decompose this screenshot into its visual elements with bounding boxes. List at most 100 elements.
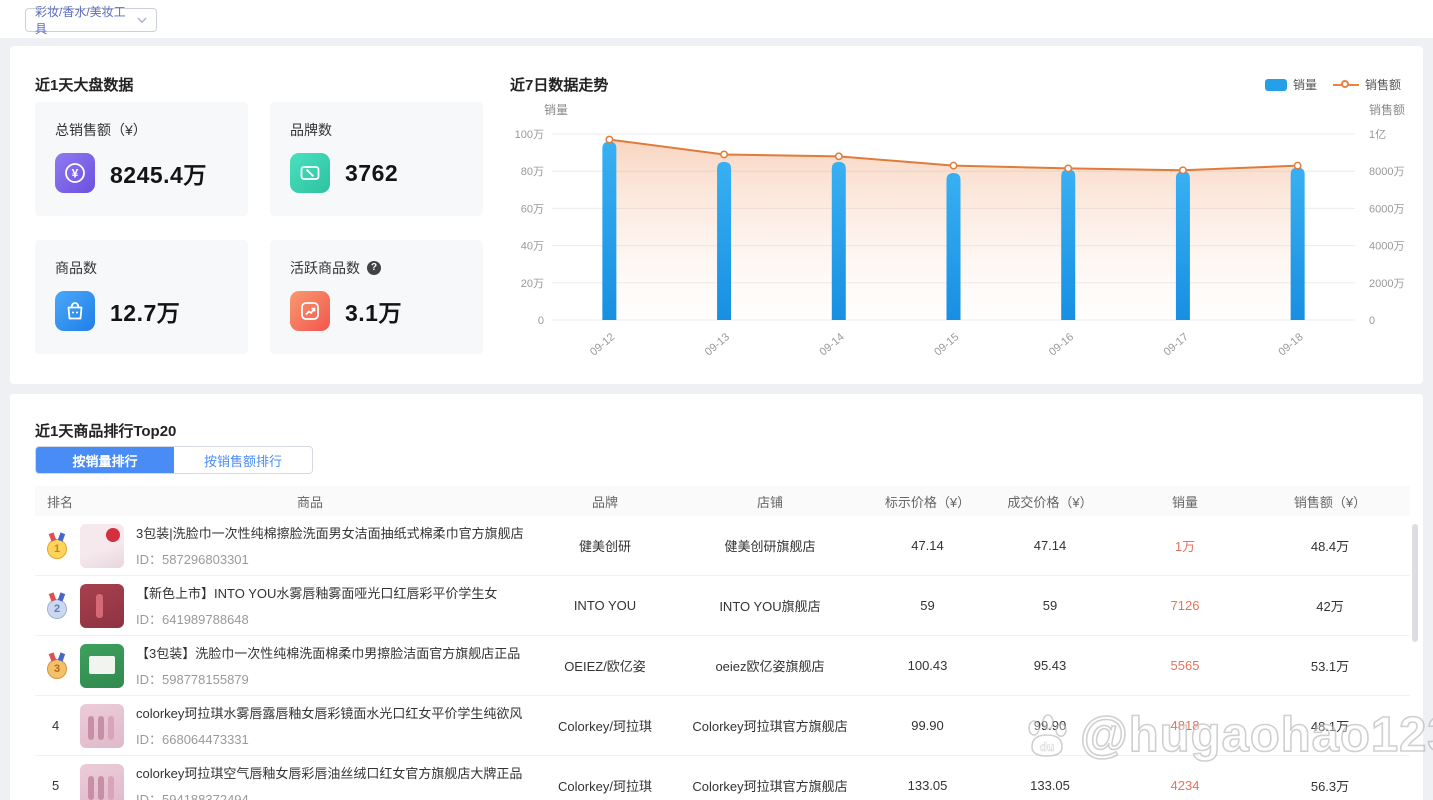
trend-title: 近7日数据走势 — [510, 77, 609, 94]
yen-coin-icon: ¥ — [55, 153, 95, 193]
svg-text:4000万: 4000万 — [1369, 241, 1404, 253]
vertical-scrollbar[interactable] — [1412, 524, 1418, 642]
trend-chart[interactable]: 销量 销售额 100万 1亿 80万 8000万 60万 6000万 40万 4000万 20万 20… — [510, 98, 1415, 374]
brand-cell: 健美创研 — [578, 539, 631, 554]
svg-text:80万: 80万 — [521, 166, 544, 178]
trend-up-icon — [290, 291, 330, 331]
product-title[interactable]: 3包装|洗脸巾一次性纯棉擦脸洗面男女洁面抽纸式棉柔巾官方旗舰店 — [136, 526, 524, 541]
tab-by-sales-amount[interactable]: 按销售额排行 — [174, 447, 312, 473]
category-select[interactable]: 彩妆/香水/美妆工具 — [25, 5, 157, 36]
svg-text:09-14: 09-14 — [817, 331, 846, 358]
chevron-down-icon — [137, 17, 147, 24]
table-row[interactable]: 5 colorkey珂拉琪空气唇釉女唇彩唇油丝绒口红女官方旗舰店大牌正品 ID：… — [35, 756, 1410, 800]
table-row[interactable]: 2 【新色上市】INTO YOU水雾唇釉雾面哑光口红唇彩平价学生女 ID：641… — [35, 576, 1410, 636]
product-thumbnail[interactable] — [80, 703, 124, 748]
svg-text:8000万: 8000万 — [1369, 166, 1404, 178]
table-row[interactable]: 3 【3包装】洗脸巾一次性纯棉洗面棉柔巾男擦脸洁面官方旗舰店正品 ID：5987… — [35, 636, 1410, 696]
product-thumbnail[interactable] — [80, 583, 124, 628]
sales-cell: 4818 — [1170, 718, 1200, 733]
ranking-panel: 近1天商品排行Top20 按销量排行 按销售额排行 排名 商品 品牌 店铺 标示… — [10, 394, 1423, 800]
rank-medal-silver-icon: 2 — [47, 598, 67, 619]
rank-cell: 3 — [35, 653, 80, 679]
stat-label: 活跃商品数 — [290, 258, 463, 278]
product-thumbnail[interactable] — [80, 643, 124, 688]
help-question-icon[interactable] — [367, 261, 381, 275]
svg-text:¥: ¥ — [72, 167, 79, 181]
product-title[interactable]: 【3包装】洗脸巾一次性纯棉洗面棉柔巾男擦脸洁面官方旗舰店正品 — [136, 646, 521, 661]
legend-bar-swatch — [1264, 78, 1287, 91]
overview-title: 近1天大盘数据 — [35, 77, 134, 94]
shop-cell: 健美创研旗舰店 — [724, 539, 816, 554]
svg-text:0: 0 — [1369, 315, 1375, 327]
tab-by-sales-volume[interactable]: 按销量排行 — [36, 447, 174, 473]
category-select-value: 彩妆/香水/美妆工具 — [35, 5, 126, 36]
legend-item-amount[interactable]: 销售额 — [1332, 76, 1401, 93]
brand-cell: INTO YOU — [573, 598, 637, 613]
list-price-cell: 133.05 — [907, 778, 948, 793]
deal-price-cell: 59 — [1042, 598, 1058, 613]
rank-cell: 2 — [35, 593, 80, 619]
svg-text:09-16: 09-16 — [1047, 331, 1076, 358]
col-header-shop: 店铺 — [756, 494, 783, 510]
product-title[interactable]: colorkey珂拉琪空气唇釉女唇彩唇油丝绒口红女官方旗舰店大牌正品 — [136, 766, 523, 781]
product-thumbnail[interactable] — [80, 523, 124, 568]
ranking-tabs: 按销量排行 按销售额排行 — [35, 446, 313, 474]
product-title[interactable]: colorkey珂拉琪水雾唇露唇釉女唇彩镜面水光口红女平价学生纯欲风 — [136, 706, 523, 721]
svg-text:1亿: 1亿 — [1369, 128, 1386, 141]
amount-cell: 53.1万 — [1310, 659, 1350, 674]
shop-cell: Colorkey珂拉琪官方旗舰店 — [692, 779, 848, 794]
stat-card-product-count: 商品数 12.7万 — [35, 240, 248, 354]
legend-item-volume[interactable]: 销量 — [1264, 76, 1317, 93]
amount-cell: 48.4万 — [1310, 539, 1350, 554]
stat-value: 12.7万 — [110, 300, 181, 326]
coupon-icon — [290, 153, 330, 193]
svg-text:40万: 40万 — [521, 241, 544, 253]
legend-line-swatch — [1332, 79, 1359, 90]
svg-text:销量: 销量 — [544, 103, 568, 117]
list-price-cell: 99.90 — [911, 718, 944, 733]
product-thumbnail[interactable] — [80, 763, 124, 800]
shop-cell: oeiez欧亿姿旗舰店 — [715, 659, 825, 674]
rank-medal-bronze-icon: 3 — [47, 658, 67, 679]
list-price-cell: 100.43 — [907, 658, 948, 673]
brand-cell: OEIEZ/欧亿姿 — [564, 659, 646, 674]
product-id: ID：641989788648 — [136, 612, 249, 627]
sales-cell: 5565 — [1170, 658, 1200, 673]
product-title[interactable]: 【新色上市】INTO YOU水雾唇釉雾面哑光口红唇彩平价学生女 — [136, 586, 498, 601]
svg-text:09-13: 09-13 — [703, 331, 732, 358]
list-price-cell: 47.14 — [911, 538, 944, 553]
chart-legend: 销量 销售额 — [1264, 76, 1401, 93]
svg-text:09-15: 09-15 — [932, 331, 961, 358]
trend-chart-svg: 销量 销售额 100万 1亿 80万 8000万 60万 6000万 40万 4000万 20万 20… — [515, 102, 1405, 358]
rank-number: 5 — [52, 778, 60, 793]
product-id: ID：594188372494 — [136, 792, 249, 800]
stat-label: 商品数 — [55, 260, 97, 276]
table-body: 1 3包装|洗脸巾一次性纯棉擦脸洗面男女洁面抽纸式棉柔巾官方旗舰店 ID：587… — [35, 516, 1410, 800]
rank-cell: 4 — [35, 718, 80, 733]
col-header-amount: 销售额（¥） — [1293, 494, 1367, 510]
shop-cell: Colorkey珂拉琪官方旗舰店 — [692, 719, 848, 734]
table-row[interactable]: 4 colorkey珂拉琪水雾唇露唇釉女唇彩镜面水光口红女平价学生纯欲风 ID：… — [35, 696, 1410, 756]
svg-text:09-18: 09-18 — [1276, 331, 1305, 358]
svg-text:60万: 60万 — [521, 203, 544, 215]
ranking-table: 排名 商品 品牌 店铺 标示价格（¥） 成交价格（¥） 销量 销售额（¥） 1 … — [35, 486, 1410, 800]
sales-cell: 1万 — [1174, 539, 1196, 554]
sales-cell: 4234 — [1170, 778, 1200, 793]
product-id: ID：587296803301 — [136, 552, 249, 567]
rank-cell: 5 — [35, 778, 80, 793]
deal-price-cell: 47.14 — [1033, 538, 1067, 553]
rank-cell: 1 — [35, 533, 80, 559]
svg-text:2000万: 2000万 — [1369, 278, 1404, 290]
stat-label: 总销售额（¥） — [55, 122, 147, 138]
col-header-rank: 排名 — [47, 494, 74, 510]
col-header-sales: 销量 — [1171, 494, 1198, 510]
product-id: ID：598778155879 — [136, 672, 249, 687]
svg-text:0: 0 — [538, 315, 544, 327]
amount-cell: 42万 — [1316, 599, 1344, 614]
list-price-cell: 59 — [920, 598, 935, 613]
table-row[interactable]: 1 3包装|洗脸巾一次性纯棉擦脸洗面男女洁面抽纸式棉柔巾官方旗舰店 ID：587… — [35, 516, 1410, 576]
deal-price-cell: 99.90 — [1033, 718, 1067, 733]
ranking-title: 近1天商品排行Top20 — [35, 423, 177, 440]
rank-number: 4 — [52, 718, 60, 733]
top-bar: 彩妆/香水/美妆工具 — [0, 0, 1433, 38]
